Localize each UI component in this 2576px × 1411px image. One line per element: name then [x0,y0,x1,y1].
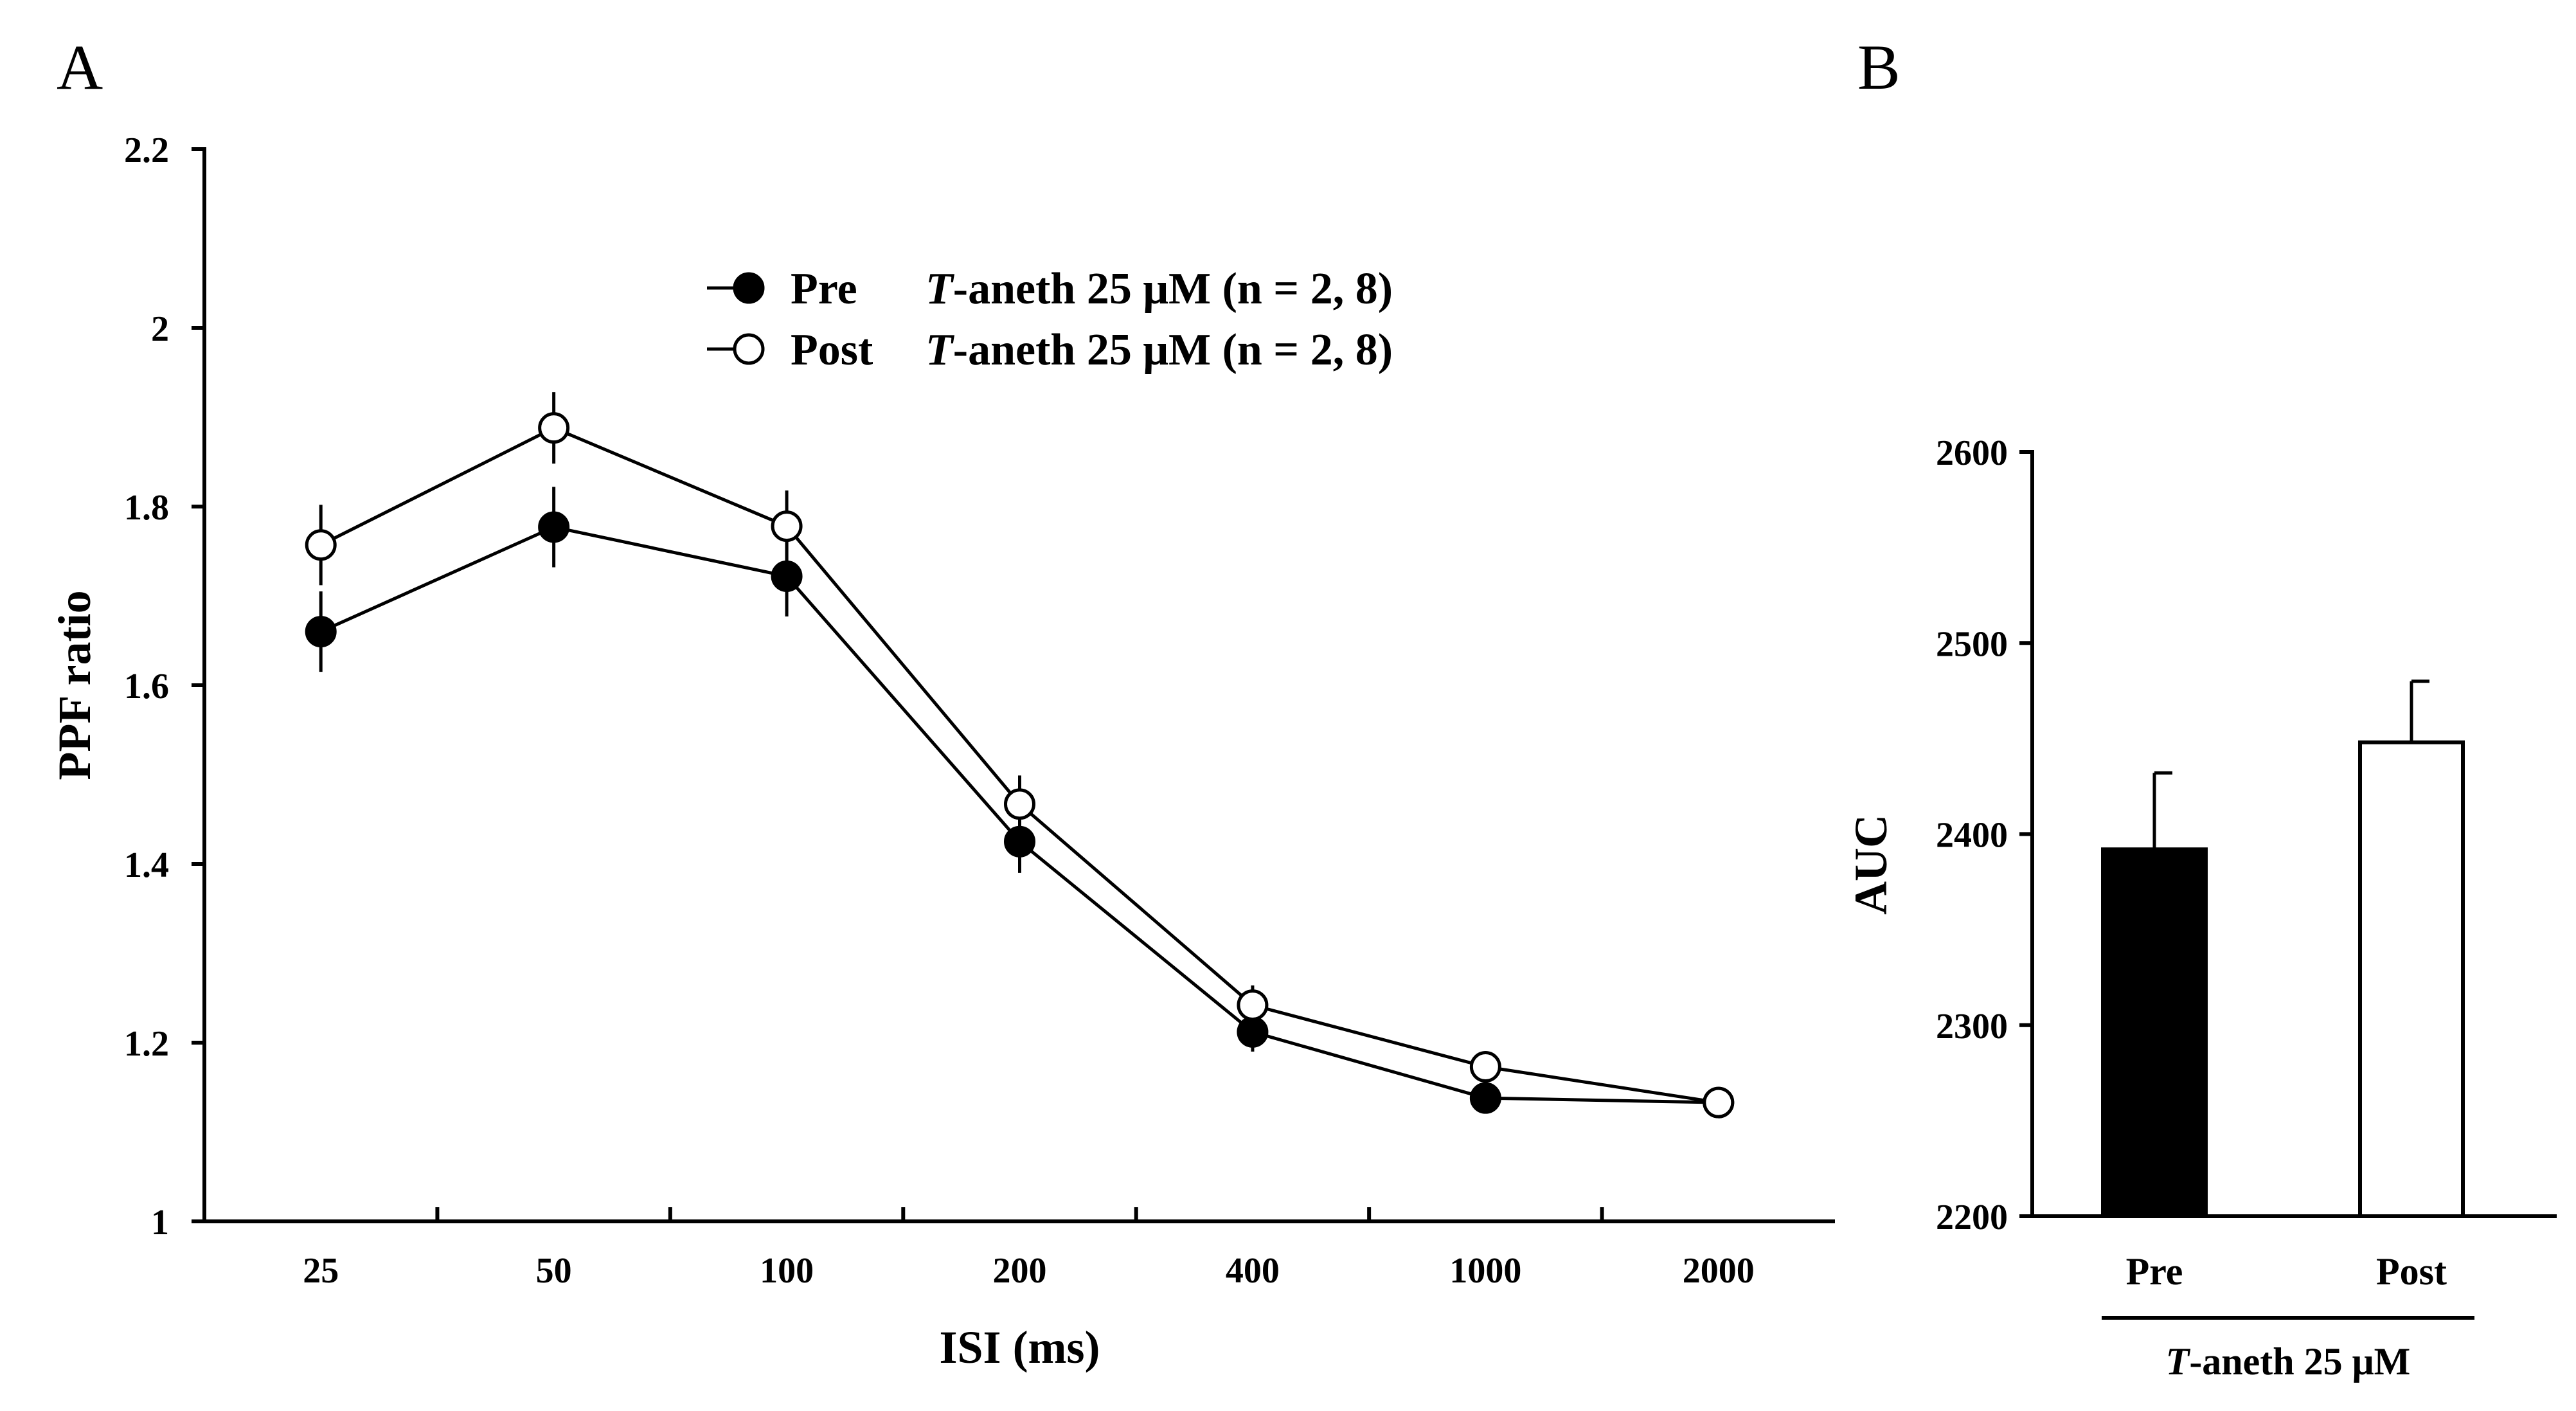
a-y-tick-label: 1.8 [124,488,169,528]
data-point-post [538,412,570,444]
b-y-ticks: 2200 2300 2400 2500 2600 [1936,433,2032,1237]
b-y-tick-label: 2500 [1936,624,2008,664]
bar-post [2358,740,2465,1218]
a-x-tick-label: 2000 [1683,1251,1755,1291]
a-y-tick-label: 2 [151,309,169,349]
panel-a-label: A [57,31,103,103]
a-y-tick-label: 2.2 [124,130,169,170]
legend: Pre T-aneth 25 μM (n = 2, 8) Post T-aneth 2… [707,264,1393,375]
data-point-post [1469,1051,1501,1083]
a-y-tick-label: 1 [151,1203,169,1243]
b-y-axis-title: AUC [1845,814,1897,915]
b-x-labels: Pre Post [2126,1250,2447,1293]
a-x-tick-label: 25 [303,1251,339,1291]
ppf-line-chart: 11.21.41.61.822.2 25 50 100 200 400 1000 2000 … [49,130,1835,1373]
a-series [305,392,1735,1119]
legend-marker [733,272,765,304]
a-x-tick-label: 50 [536,1251,572,1291]
a-y-tick-label: 1.4 [124,845,169,885]
series-post [305,392,1735,1119]
bar-pre [2101,847,2208,1218]
b-x-tick-label: Pre [2126,1250,2183,1293]
data-point-pre [771,560,803,592]
b-group-label: T-aneth 25 μM [2166,1340,2411,1383]
a-x-ticks: 25 50 100 200 400 1000 2000 [303,1207,1755,1291]
b-y-tick-label: 2300 [1936,1007,2008,1047]
data-point-pre [1469,1082,1501,1114]
b-bars [2101,679,2465,1218]
b-y-tick-label: 2200 [1936,1198,2008,1237]
series-line-post [320,426,1719,1104]
legend-item-pre: Pre T-aneth 25 μM (n = 2, 8) [707,264,1393,314]
panel-b-label: B [1857,31,1901,103]
data-point-pre [538,511,570,543]
data-point-post [771,510,803,543]
data-point-post [305,529,337,561]
data-point-post [1237,989,1269,1021]
b-x-tick-label: Post [2376,1250,2447,1293]
b-y-tick-label: 2400 [1936,816,2008,856]
legend-item-post: Post T-aneth 25 μM (n = 2, 8) [707,325,1393,375]
a-y-ticks: 1 1.2 1.4 1.6 1.8 2 2.2 [124,130,204,1243]
a-x-tick-label: 200 [993,1251,1047,1291]
a-x-tick-label: 100 [760,1251,814,1291]
data-point-pre [305,616,337,648]
a-y-tick-label: 1.2 [124,1024,169,1064]
a-x-axis-title: ISI (ms) [939,1322,1100,1373]
legend-label: Pre T-aneth 25 μM (n = 2, 8) [791,264,1393,314]
a-y-axis-title: PPF ratio [49,590,100,780]
legend-label: Post T-aneth 25 μM (n = 2, 8) [791,325,1393,375]
auc-bar-chart: 2200 2300 2400 2500 2600 Pre Post AUC T-aneth… [1845,433,2557,1383]
data-point-post [1703,1086,1735,1119]
b-y-tick-label: 2600 [1936,433,2008,473]
legend-marker [733,333,765,365]
data-point-post [1004,788,1035,820]
a-y-tick-label: 1.6 [124,667,169,706]
a-x-tick-label: 400 [1226,1251,1280,1291]
a-x-tick-label: 1000 [1449,1251,1521,1291]
